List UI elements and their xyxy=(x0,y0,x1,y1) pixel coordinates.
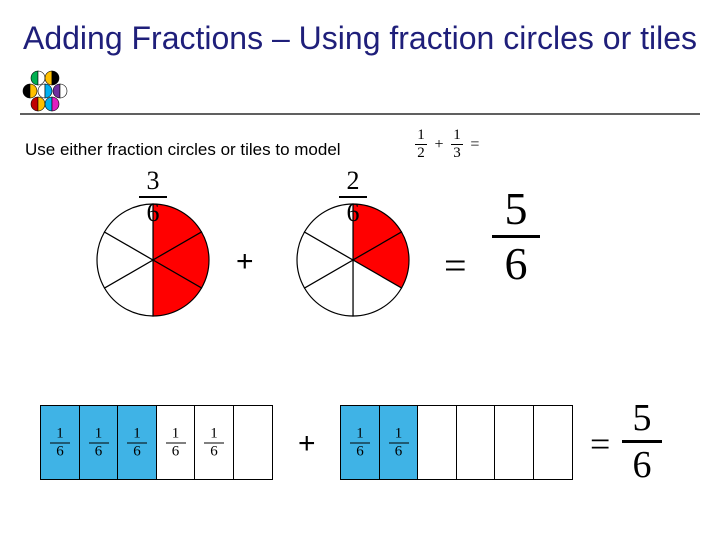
tile-fraction-label: 16 xyxy=(89,426,109,459)
fraction-tile xyxy=(456,405,496,480)
fraction-tile: 16 xyxy=(340,405,380,480)
tiles-result-fraction: 56 xyxy=(622,399,662,484)
tile-fraction-label: 16 xyxy=(389,426,409,459)
fraction-tile xyxy=(233,405,273,480)
fraction-tile: 16 xyxy=(194,405,234,480)
fraction-tile xyxy=(417,405,457,480)
fraction-circle-left: 36 xyxy=(88,180,218,325)
tile-fraction-label: 16 xyxy=(127,426,147,459)
tile-fraction-label: 16 xyxy=(350,426,370,459)
fraction-tile xyxy=(494,405,534,480)
fraction-label-right: 26 xyxy=(339,168,367,226)
logo-circles xyxy=(20,70,75,115)
fraction-tiles-row: 1616161616 + 1616 = 56 xyxy=(40,405,680,485)
tile-fraction-label: 16 xyxy=(204,426,224,459)
tile-group-left: 16 16 16 16 16 xyxy=(40,405,271,480)
equals-operator-circles: = xyxy=(444,242,467,289)
tile-fraction-label: 16 xyxy=(50,426,70,459)
fraction-tile: 16 xyxy=(79,405,119,480)
title-underline xyxy=(20,113,700,115)
fraction-label-left: 36 xyxy=(139,168,167,226)
plus-operator-tiles: + xyxy=(298,427,316,461)
fraction-circle-right: 26 xyxy=(288,180,418,325)
circles-result-fraction: 56 xyxy=(492,186,540,287)
fraction-tile: 16 xyxy=(117,405,157,480)
plus-operator-circles: + xyxy=(236,245,254,279)
equals-operator-tiles: = xyxy=(590,423,610,465)
fraction-tile xyxy=(533,405,573,480)
subtitle-text: Use either fraction circles or tiles to … xyxy=(25,140,341,160)
subtitle-equation: 12 + 13 = xyxy=(415,128,539,168)
slide-title-area: Adding Fractions – Using fraction circle… xyxy=(0,20,720,57)
tile-group-right: 1616 xyxy=(340,405,571,480)
tile-fraction-label: 16 xyxy=(166,426,186,459)
fraction-circles-row: 36 + 26 = 56 xyxy=(60,180,620,340)
slide-title: Adding Fractions – Using fraction circle… xyxy=(0,20,720,57)
fraction-tile: 16 xyxy=(156,405,196,480)
fraction-tile: 16 xyxy=(379,405,419,480)
fraction-tile: 16 xyxy=(40,405,80,480)
